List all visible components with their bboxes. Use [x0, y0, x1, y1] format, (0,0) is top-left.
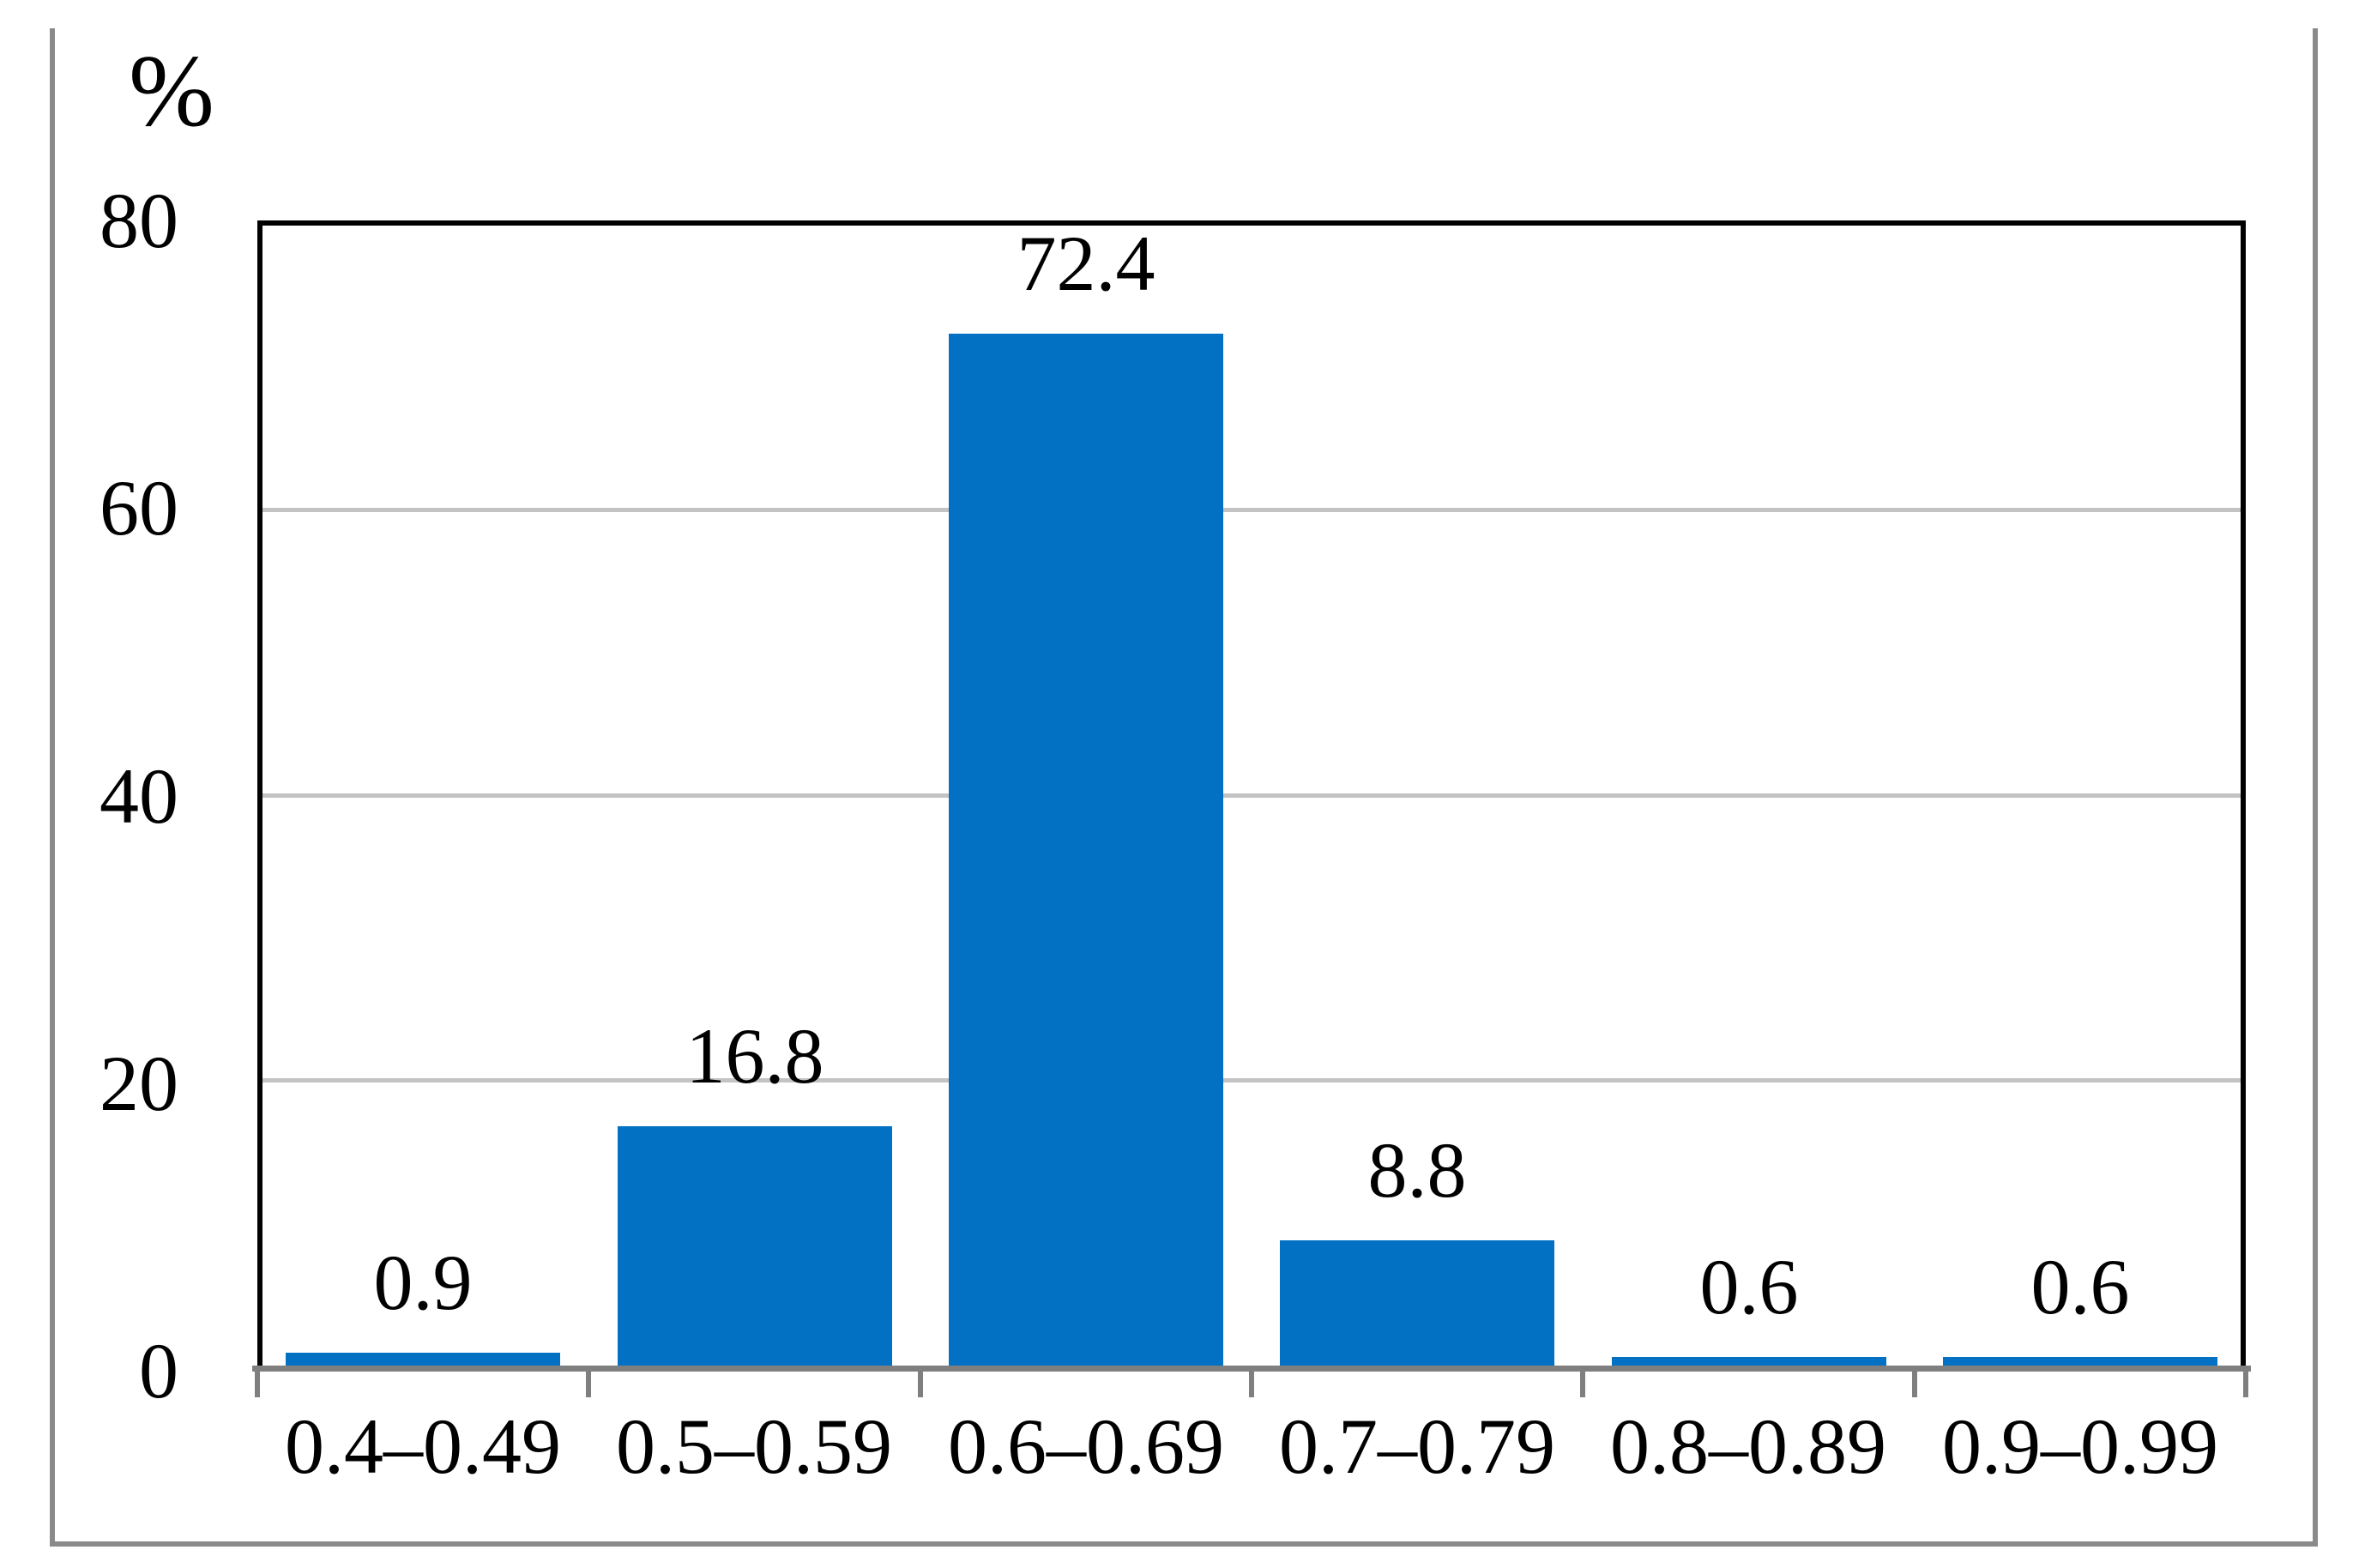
x-category-label-0.9–0.99: 0.9–0.99 — [1942, 1402, 2218, 1490]
x-category-label-0.5–0.59: 0.5–0.59 — [616, 1402, 892, 1490]
y-tick-label-60: 60 — [100, 464, 178, 552]
x-axis-tick-mark-2 — [918, 1366, 923, 1397]
bar-value-label-0.7–0.79: 8.8 — [1367, 1126, 1467, 1214]
x-axis-tick-mark-0 — [255, 1366, 260, 1397]
x-category-label-0.6–0.69: 0.6–0.69 — [948, 1402, 1224, 1490]
x-axis-tick-mark-4 — [1580, 1366, 1585, 1397]
y-tick-label-80: 80 — [100, 177, 178, 264]
bar-value-label-0.8–0.89: 0.6 — [1699, 1243, 1799, 1330]
x-category-label-0.7–0.79: 0.7–0.79 — [1279, 1402, 1555, 1490]
bar-0.9–0.99 — [1943, 1357, 2217, 1366]
y-tick-label-20: 20 — [100, 1040, 178, 1127]
bar-value-label-0.9–0.99: 0.6 — [2030, 1243, 2130, 1330]
bar-0.5–0.59 — [618, 1126, 892, 1366]
bar-0.4–0.49 — [286, 1353, 560, 1366]
bar-value-label-0.6–0.69: 72.4 — [1017, 220, 1155, 307]
bar-0.6–0.69 — [949, 334, 1223, 1366]
x-category-label-0.4–0.49: 0.4–0.49 — [285, 1402, 561, 1490]
bar-0.7–0.79 — [1280, 1240, 1554, 1366]
x-axis-tick-mark-6 — [2243, 1366, 2248, 1397]
plot-area — [257, 220, 2246, 1371]
gridline-20 — [262, 1077, 2241, 1083]
gridline-60 — [262, 508, 2241, 513]
bar-value-label-0.4–0.49: 0.9 — [373, 1239, 473, 1326]
y-tick-label-0: 0 — [139, 1327, 178, 1414]
x-category-label-0.8–0.89: 0.8–0.89 — [1610, 1402, 1886, 1490]
bar-value-label-0.5–0.59: 16.8 — [685, 1012, 824, 1100]
gridline-40 — [262, 793, 2241, 798]
x-axis-tick-mark-1 — [586, 1366, 591, 1397]
y-tick-label-40: 40 — [100, 752, 178, 840]
figure-frame — [50, 28, 2318, 1547]
y-axis-title: % — [129, 33, 214, 148]
x-axis-tick-mark-3 — [1249, 1366, 1254, 1397]
x-axis-tick-mark-5 — [1912, 1366, 1917, 1397]
bar-0.8–0.89 — [1612, 1357, 1886, 1366]
